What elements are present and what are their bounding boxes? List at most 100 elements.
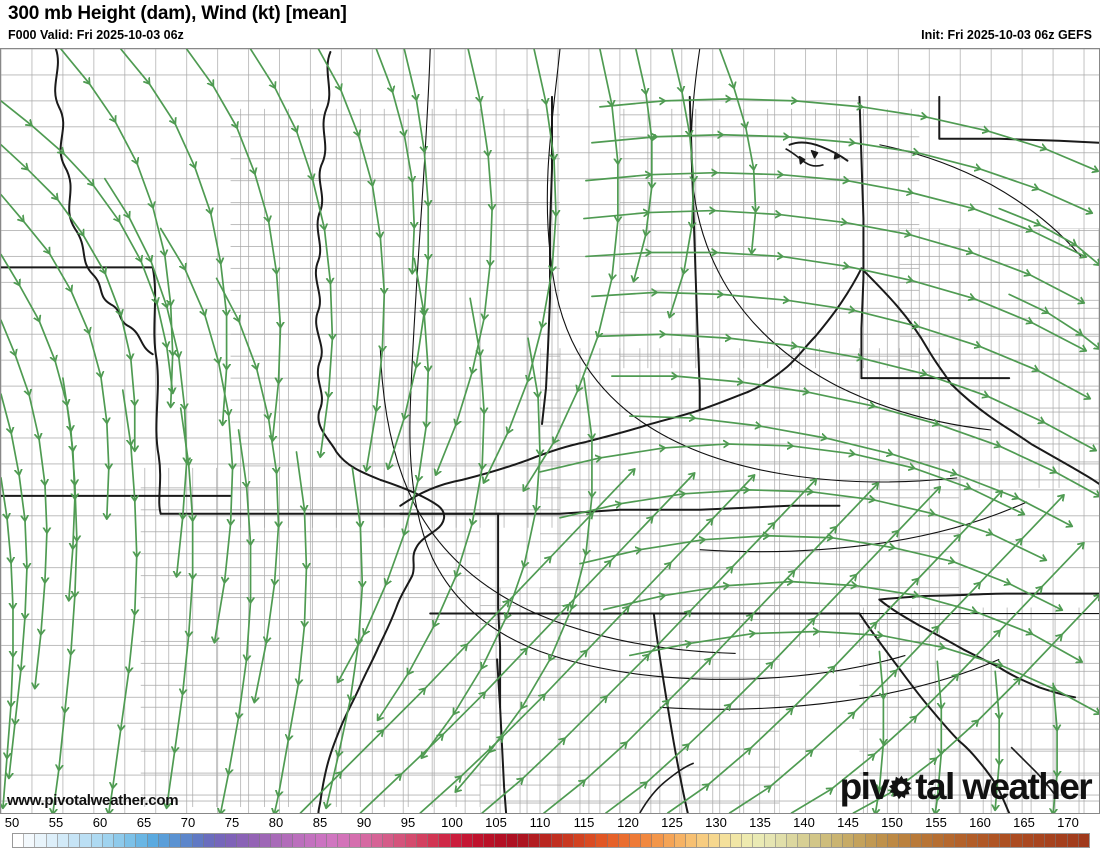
colorbar-cell — [820, 834, 832, 847]
map-canvas[interactable]: www.pivotalweather.com piv tal weather — [0, 48, 1100, 814]
colorbar-tick-label: 105 — [485, 815, 507, 830]
colorbar-cell — [46, 834, 58, 847]
colorbar-cell — [1078, 834, 1089, 847]
colorbar-cell — [35, 834, 47, 847]
colorbar-cell — [843, 834, 855, 847]
colorbar-tick-label: 100 — [441, 815, 463, 830]
colorbar-cell — [764, 834, 776, 847]
colorbar-cell — [259, 834, 272, 847]
colorbar-cell — [607, 834, 619, 847]
colorbar-tick-label: 110 — [529, 815, 551, 830]
colorbar-cell — [854, 834, 866, 847]
colorbar-cell — [697, 834, 709, 847]
colorbar-cell — [719, 834, 731, 847]
colorbar-cell — [349, 834, 361, 847]
wind-streamline-layer — [1, 49, 1099, 813]
colorbar-cell — [125, 834, 137, 847]
colorbar-cell — [405, 834, 417, 847]
colorbar-cell — [338, 834, 350, 847]
colorbar-cell — [1045, 834, 1057, 847]
colorbar-tick-label: 140 — [793, 815, 815, 830]
colorbar-tick-label: 80 — [268, 815, 284, 830]
colorbar-cell — [618, 834, 631, 847]
colorbar-cell — [1000, 834, 1012, 847]
colorbar-cell — [304, 834, 316, 847]
colorbar-cell — [753, 834, 765, 847]
colorbar-tick-label: 150 — [881, 815, 903, 830]
colorbar-cell — [731, 834, 743, 847]
colorbar-cell — [641, 834, 653, 847]
colorbar-tick-label: 95 — [400, 815, 416, 830]
colorbar-tick-label: 135 — [749, 815, 771, 830]
colorbar-cell — [966, 834, 978, 847]
colorbar-tick-label: 55 — [48, 815, 64, 830]
colorbar-cell — [1067, 834, 1079, 847]
colorbar-cell — [24, 834, 36, 847]
colorbar-cell — [686, 834, 698, 847]
colorbar-cell — [932, 834, 945, 847]
colorbar-cell — [1011, 834, 1023, 847]
colorbar-tick-label: 145 — [837, 815, 859, 830]
colorbar-cell — [865, 834, 877, 847]
colorbar-cell — [214, 834, 227, 847]
colorbar-cell — [495, 834, 507, 847]
colorbar-cell — [809, 834, 821, 847]
colorbar-cell — [573, 834, 586, 847]
colorbar-cell — [989, 834, 1001, 847]
colorbar-cell — [372, 834, 384, 847]
colorbar-tick-label: 60 — [92, 815, 108, 830]
colorbar-cell — [596, 834, 608, 847]
colorbar-cell — [293, 834, 305, 847]
colorbar-tick-label: 155 — [925, 815, 947, 830]
colorbar-cell — [158, 834, 171, 847]
colorbar-cell — [506, 834, 518, 847]
colorbar-tick-label: 165 — [1013, 815, 1035, 830]
colorbar-cell — [944, 834, 956, 847]
colorbar-cell — [540, 834, 552, 847]
colorbar-cell — [910, 834, 922, 847]
colorbar-cell — [394, 834, 406, 847]
colorbar-cell — [1022, 834, 1034, 847]
colorbar-cell — [461, 834, 473, 847]
colorbar-cell — [360, 834, 372, 847]
colorbar-cell — [1056, 834, 1068, 847]
colorbar-tick-label: 160 — [969, 815, 991, 830]
colorbar-cell — [955, 834, 967, 847]
init-time-label: Init: Fri 2025-10-03 06z GEFS — [921, 28, 1092, 42]
colorbar-cell — [742, 834, 754, 847]
colorbar-cell — [798, 834, 810, 847]
colorbar-cell — [416, 834, 429, 847]
colorbar-cell — [674, 834, 687, 847]
colorbar-cell — [450, 834, 462, 847]
colorbar-cell — [248, 834, 260, 847]
colorbar-cell — [315, 834, 328, 847]
colorbar-cell — [630, 834, 642, 847]
colorbar-gradient-strip[interactable] — [12, 833, 1090, 848]
colorbar-cell — [80, 834, 92, 847]
colorbar-cell — [1033, 834, 1046, 847]
colorbar-tick-label: 70 — [180, 815, 196, 830]
colorbar-cell — [551, 834, 563, 847]
colorbar-cell — [102, 834, 114, 847]
colorbar-cell — [383, 834, 395, 847]
colorbar-cell — [192, 834, 204, 847]
colorbar-cell — [517, 834, 530, 847]
colorbar-cell — [91, 834, 103, 847]
colorbar-cell — [663, 834, 675, 847]
colorbar-cell — [472, 834, 485, 847]
colorbar-cell — [271, 834, 283, 847]
colorbar-cell — [652, 834, 664, 847]
colorbar-cell — [921, 834, 933, 847]
colorbar-tick-label: 120 — [617, 815, 639, 830]
colorbar-cell — [775, 834, 788, 847]
colorbar-cell — [529, 834, 541, 847]
colorbar-cell — [708, 834, 720, 847]
colorbar-cell — [787, 834, 799, 847]
colorbar-cell — [327, 834, 339, 847]
colorbar-cell — [136, 834, 148, 847]
valid-time-label: F000 Valid: Fri 2025-10-03 06z — [8, 28, 184, 42]
colorbar-tick-label: 75 — [224, 815, 240, 830]
colorbar-tick-label: 65 — [136, 815, 152, 830]
colorbar-cell — [69, 834, 81, 847]
